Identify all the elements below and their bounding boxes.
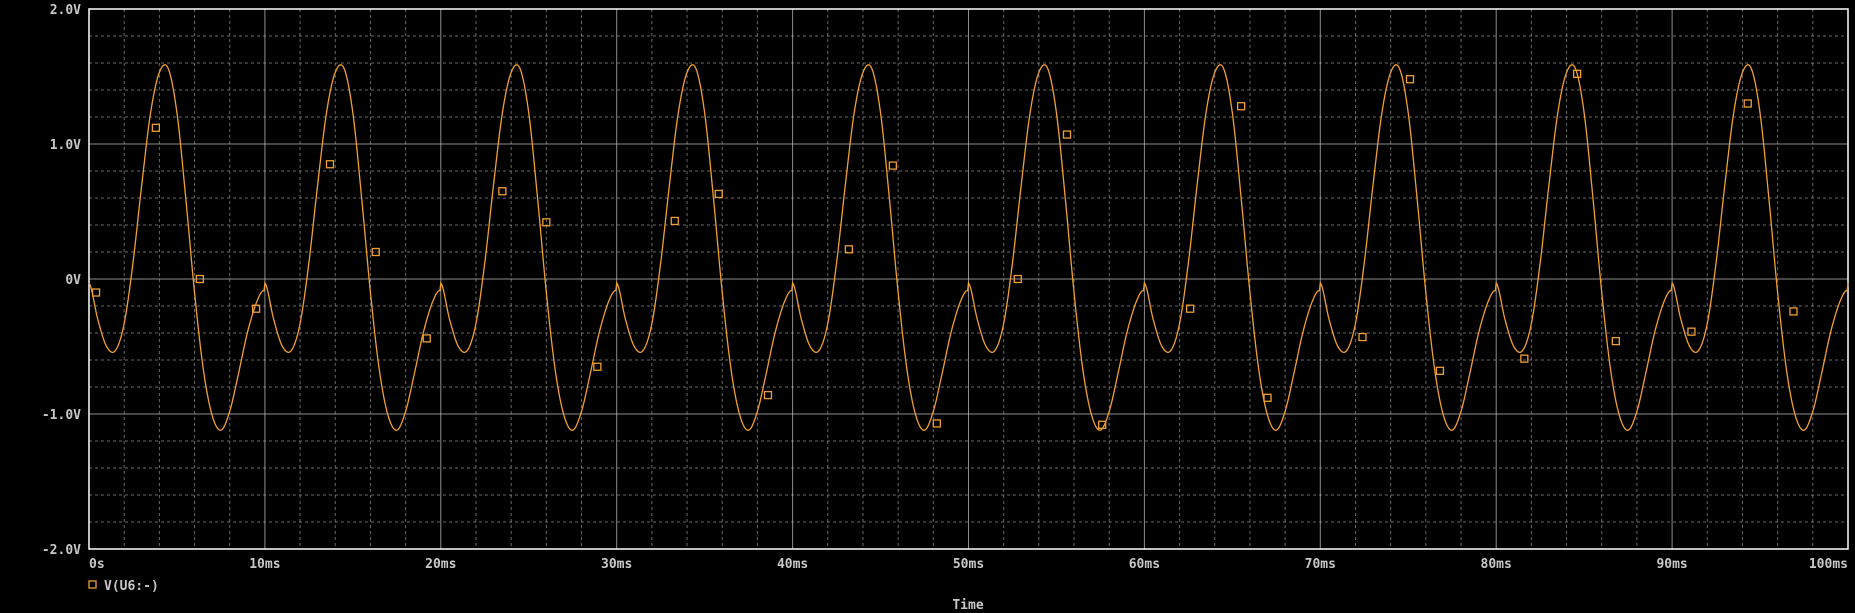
data-point-marker: [1789, 307, 1798, 316]
y-tick-label: 2.0V: [50, 3, 81, 18]
data-point-marker: [844, 245, 854, 254]
data-point-marker: [1405, 75, 1415, 84]
y-tick-label: -2.0V: [42, 543, 81, 558]
y-tick-label: -1.0V: [42, 408, 81, 423]
data-point-marker: [195, 274, 204, 284]
x-tick-label: 10ms: [249, 557, 280, 572]
data-point-marker: [1236, 102, 1246, 111]
plot-border: [88, 8, 1849, 550]
x-tick-label: 20ms: [425, 557, 456, 572]
x-axis-ticks: 0s 10ms 20ms 30ms 40ms 50ms 60ms 70ms 80ms 90ms 10…: [89, 557, 1848, 572]
x-tick-label: 100ms: [1809, 557, 1848, 572]
x-tick-label: 60ms: [1129, 557, 1160, 572]
data-point-marker: [1013, 274, 1022, 284]
data-point-marker: [593, 362, 602, 371]
data-point-marker: [1611, 336, 1620, 346]
data-point-marker: [371, 247, 380, 257]
x-tick-label: 40ms: [777, 557, 808, 572]
data-point-marker: [888, 161, 898, 170]
data-point-marker: [542, 218, 551, 227]
data-point-marker: [670, 216, 679, 226]
legend-marker-square: [88, 580, 97, 589]
data-point-marker: [932, 419, 941, 428]
data-point-marker: [763, 390, 773, 400]
data-point-marker: [1743, 99, 1752, 108]
data-point-marker: [91, 288, 101, 297]
x-tick-label: 70ms: [1305, 557, 1336, 572]
trace-line: [88, 64, 1849, 431]
data-point-marker: [1520, 354, 1529, 363]
legend: V(U6:-): [88, 579, 159, 594]
plot-frame: [88, 8, 1849, 550]
trace-layer: [88, 64, 1849, 431]
y-axis-ticks: 2.0V 1.0V 0V -1.0V -2.0V: [42, 3, 81, 558]
data-point-marker: [1435, 366, 1445, 375]
marker-layer: [91, 69, 1798, 429]
data-point-marker: [1572, 69, 1582, 78]
data-point-marker: [151, 123, 160, 132]
data-point-marker: [1062, 130, 1072, 139]
grid-layer: [88, 8, 1849, 550]
data-point-marker: [714, 189, 723, 199]
data-point-marker: [422, 334, 431, 343]
data-point-marker: [1358, 332, 1367, 342]
data-point-marker: [1185, 304, 1195, 313]
x-tick-label: 30ms: [601, 557, 632, 572]
x-tick-label: 90ms: [1656, 557, 1687, 572]
data-point-marker: [1263, 393, 1272, 402]
data-point-marker: [1098, 420, 1107, 429]
x-axis-title: Time: [952, 598, 983, 613]
x-tick-label: 50ms: [953, 557, 984, 572]
y-tick-label: 0V: [65, 273, 81, 288]
x-tick-label: 0s: [89, 557, 105, 572]
x-tick-label: 80ms: [1481, 557, 1512, 572]
legend-label: V(U6:-): [104, 579, 159, 594]
y-tick-label: 1.0V: [50, 138, 81, 153]
data-point-marker: [251, 304, 261, 313]
data-point-marker: [325, 160, 335, 169]
data-point-marker: [1687, 327, 1696, 336]
data-point-marker: [498, 187, 507, 196]
